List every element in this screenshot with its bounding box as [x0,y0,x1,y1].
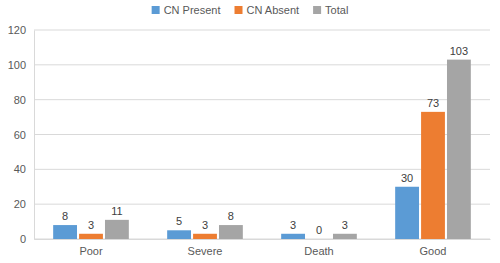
legend-item: CN Absent [235,4,300,16]
x-tick-label: Severe [188,245,223,257]
data-label: 3 [342,219,348,231]
data-labels: 85330330731183103 [62,45,468,236]
grid [34,30,490,239]
y-tick-label: 0 [20,233,26,245]
bars [53,60,471,239]
data-label: 3 [290,219,296,231]
y-tick-label: 100 [8,59,26,71]
bar [447,60,471,239]
data-label: 8 [62,210,68,222]
data-label: 30 [401,172,413,184]
y-tick-label: 60 [14,129,26,141]
grid-line [34,99,490,100]
legend-item: Total [313,4,348,16]
y-tick: 100 [8,59,34,71]
bar [53,225,77,239]
data-label: 3 [88,219,94,231]
x-tick: Poor [79,239,103,257]
bar [421,112,445,239]
bar [105,220,129,239]
y-axis: 0 20 40 60 80 100 120 [8,24,35,245]
legend-label: CN Absent [247,4,300,16]
grid-line [34,64,490,65]
x-tick: Death [304,239,333,257]
x-tick-label: Good [420,245,447,257]
x-tick-label: Death [304,245,333,257]
legend-label: Total [325,4,348,16]
data-label: 11 [111,205,122,217]
legend: CN Present CN Absent Total [152,4,349,16]
legend-swatch [235,6,243,14]
y-tick: 40 [14,163,34,175]
legend-item: CN Present [152,4,221,16]
data-label: 73 [427,97,439,109]
data-label: 3 [202,219,208,231]
y-tick-label: 40 [14,163,26,175]
plot-area: 020406080100120PoorSevereDeathGood853303… [8,24,491,257]
chart: 020406080100120PoorSevereDeathGood853303… [0,0,500,263]
legend-swatch [152,6,160,14]
legend-label: CN Present [164,4,221,16]
x-axis-line [35,239,491,240]
y-tick: 80 [14,94,34,106]
grid-line [34,30,490,31]
bar [219,225,243,239]
bar [395,187,419,239]
bar [307,239,331,240]
y-tick: 20 [14,198,34,210]
bar [193,234,217,239]
bar [333,234,357,239]
data-label: 103 [450,45,468,57]
x-tick-label: Poor [79,245,103,257]
legend-swatch [313,6,321,14]
x-tick: Good [420,239,447,257]
y-axis-line [34,31,35,240]
y-tick-label: 20 [14,198,26,210]
bar [281,234,305,239]
data-label: 8 [228,210,234,222]
data-label: 0 [316,224,322,236]
x-tick: Severe [188,239,223,257]
bar [79,234,103,239]
bar [167,230,191,239]
y-tick-label: 120 [8,24,26,36]
x-axis: Poor Severe Death Good [35,239,491,257]
data-label: 5 [176,215,182,227]
y-tick: 0 [20,233,34,245]
y-tick: 60 [14,129,34,141]
y-tick: 120 [8,24,34,36]
y-tick-label: 80 [14,94,26,106]
